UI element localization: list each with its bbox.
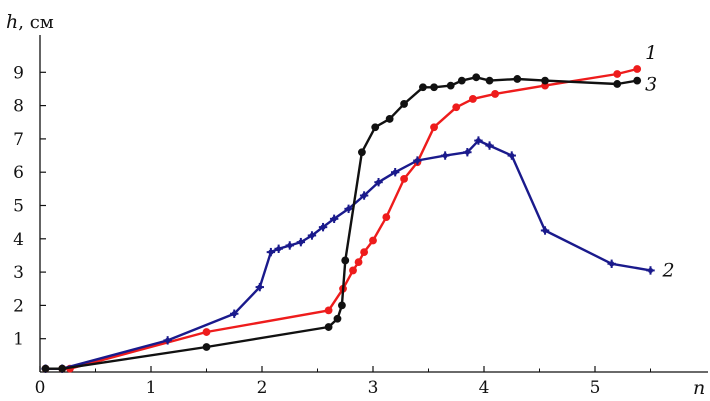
data-point-series-2-core <box>276 246 282 252</box>
data-point-series-1 <box>430 123 438 132</box>
series-layer <box>41 65 655 373</box>
data-point-series-1 <box>354 258 363 267</box>
x-axis-title: n <box>693 377 705 399</box>
data-point-series-2-core <box>442 152 448 159</box>
data-point-series-2-core <box>414 157 420 164</box>
data-point-series-3 <box>485 76 494 85</box>
data-point-series-1 <box>633 65 642 73</box>
series-2-line <box>44 139 652 370</box>
data-point-series-3 <box>202 343 211 351</box>
data-point-series-3 <box>400 100 408 108</box>
data-point-series-3 <box>430 83 438 92</box>
data-point-series-2-core <box>542 227 548 234</box>
data-point-series-1 <box>369 236 377 245</box>
data-point-series-3 <box>371 123 380 132</box>
data-point-series-2-core <box>231 311 237 317</box>
x-tick-label: 2 <box>257 378 268 398</box>
axes <box>39 35 708 373</box>
data-point-series-2-core <box>331 216 337 222</box>
series-1-line <box>44 67 639 370</box>
y-tick-label: 9 <box>13 63 24 83</box>
data-point-series-2-core <box>375 179 382 185</box>
data-point-series-3 <box>446 81 455 90</box>
data-point-series-3 <box>41 364 50 373</box>
data-point-series-3 <box>324 323 333 331</box>
series-2 <box>41 136 655 373</box>
data-point-series-3 <box>513 75 522 83</box>
x-tick-label: 1 <box>146 378 157 398</box>
data-point-series-3 <box>385 115 394 123</box>
data-point-series-3 <box>541 76 549 85</box>
data-point-series-2-core <box>647 267 654 274</box>
y-tick-label: 4 <box>13 230 24 250</box>
data-point-series-3 <box>457 76 466 85</box>
data-point-series-3 <box>58 364 67 373</box>
data-point-series-2-core <box>345 206 352 212</box>
data-point-series-1 <box>349 266 357 275</box>
data-point-series-2-core <box>268 249 274 255</box>
y-tick-label: 6 <box>13 163 24 183</box>
data-point-series-2-core <box>361 192 367 199</box>
data-point-series-1 <box>491 90 499 98</box>
y-tick-label: 2 <box>13 296 24 316</box>
x-tick-label: 4 <box>479 378 490 398</box>
data-point-series-2-core <box>475 137 482 144</box>
data-point-series-2-core <box>486 142 493 149</box>
y-tick-label: 5 <box>13 197 24 217</box>
data-point-series-2-core <box>309 232 315 239</box>
data-point-series-2-core <box>609 261 615 267</box>
data-point-series-2-core <box>298 239 304 245</box>
data-point-series-2-core <box>392 169 398 175</box>
data-point-series-1 <box>613 70 622 78</box>
y-tick-label: 3 <box>13 263 24 283</box>
data-point-series-2-core <box>165 337 171 343</box>
series-label-1: 1 <box>645 42 657 64</box>
data-point-series-2-core <box>287 242 293 249</box>
series-label-3: 3 <box>645 74 657 96</box>
data-point-series-1 <box>202 328 211 336</box>
data-point-series-3 <box>338 301 346 310</box>
y-tick-label: 8 <box>13 97 24 117</box>
series-3 <box>41 73 642 373</box>
data-point-series-1 <box>469 95 477 103</box>
data-point-series-3 <box>341 256 350 265</box>
data-point-series-1 <box>360 248 369 257</box>
data-point-series-2-core <box>320 224 326 230</box>
data-point-series-3 <box>613 80 622 88</box>
y-tick-label: 1 <box>13 330 24 350</box>
data-point-series-2-core <box>509 152 515 159</box>
data-point-series-1 <box>382 213 391 222</box>
series-label-2: 2 <box>662 259 675 281</box>
x-tick-label: 3 <box>368 378 379 398</box>
data-point-series-1 <box>324 306 333 315</box>
data-point-series-3 <box>419 83 427 92</box>
y-axis-title: h, см <box>6 11 54 33</box>
labels-layer: 0 1 2 3 4 5 1 2 3 4 5 6 7 8 9 h, см n 1 2 3 <box>6 11 705 399</box>
data-point-series-1 <box>452 103 461 112</box>
data-point-series-3 <box>472 73 481 82</box>
data-point-series-3 <box>633 76 642 85</box>
y-tick-label: 7 <box>13 130 24 150</box>
data-point-series-2-core <box>257 284 263 290</box>
x-tick-label: 0 <box>35 378 46 398</box>
data-point-series-1 <box>400 174 408 183</box>
data-point-series-3 <box>333 314 342 323</box>
data-point-series-3 <box>358 148 366 157</box>
series-3-line <box>44 76 639 370</box>
series-1 <box>41 65 642 373</box>
x-tick-label: 5 <box>590 378 601 398</box>
data-point-series-2-core <box>464 149 470 155</box>
